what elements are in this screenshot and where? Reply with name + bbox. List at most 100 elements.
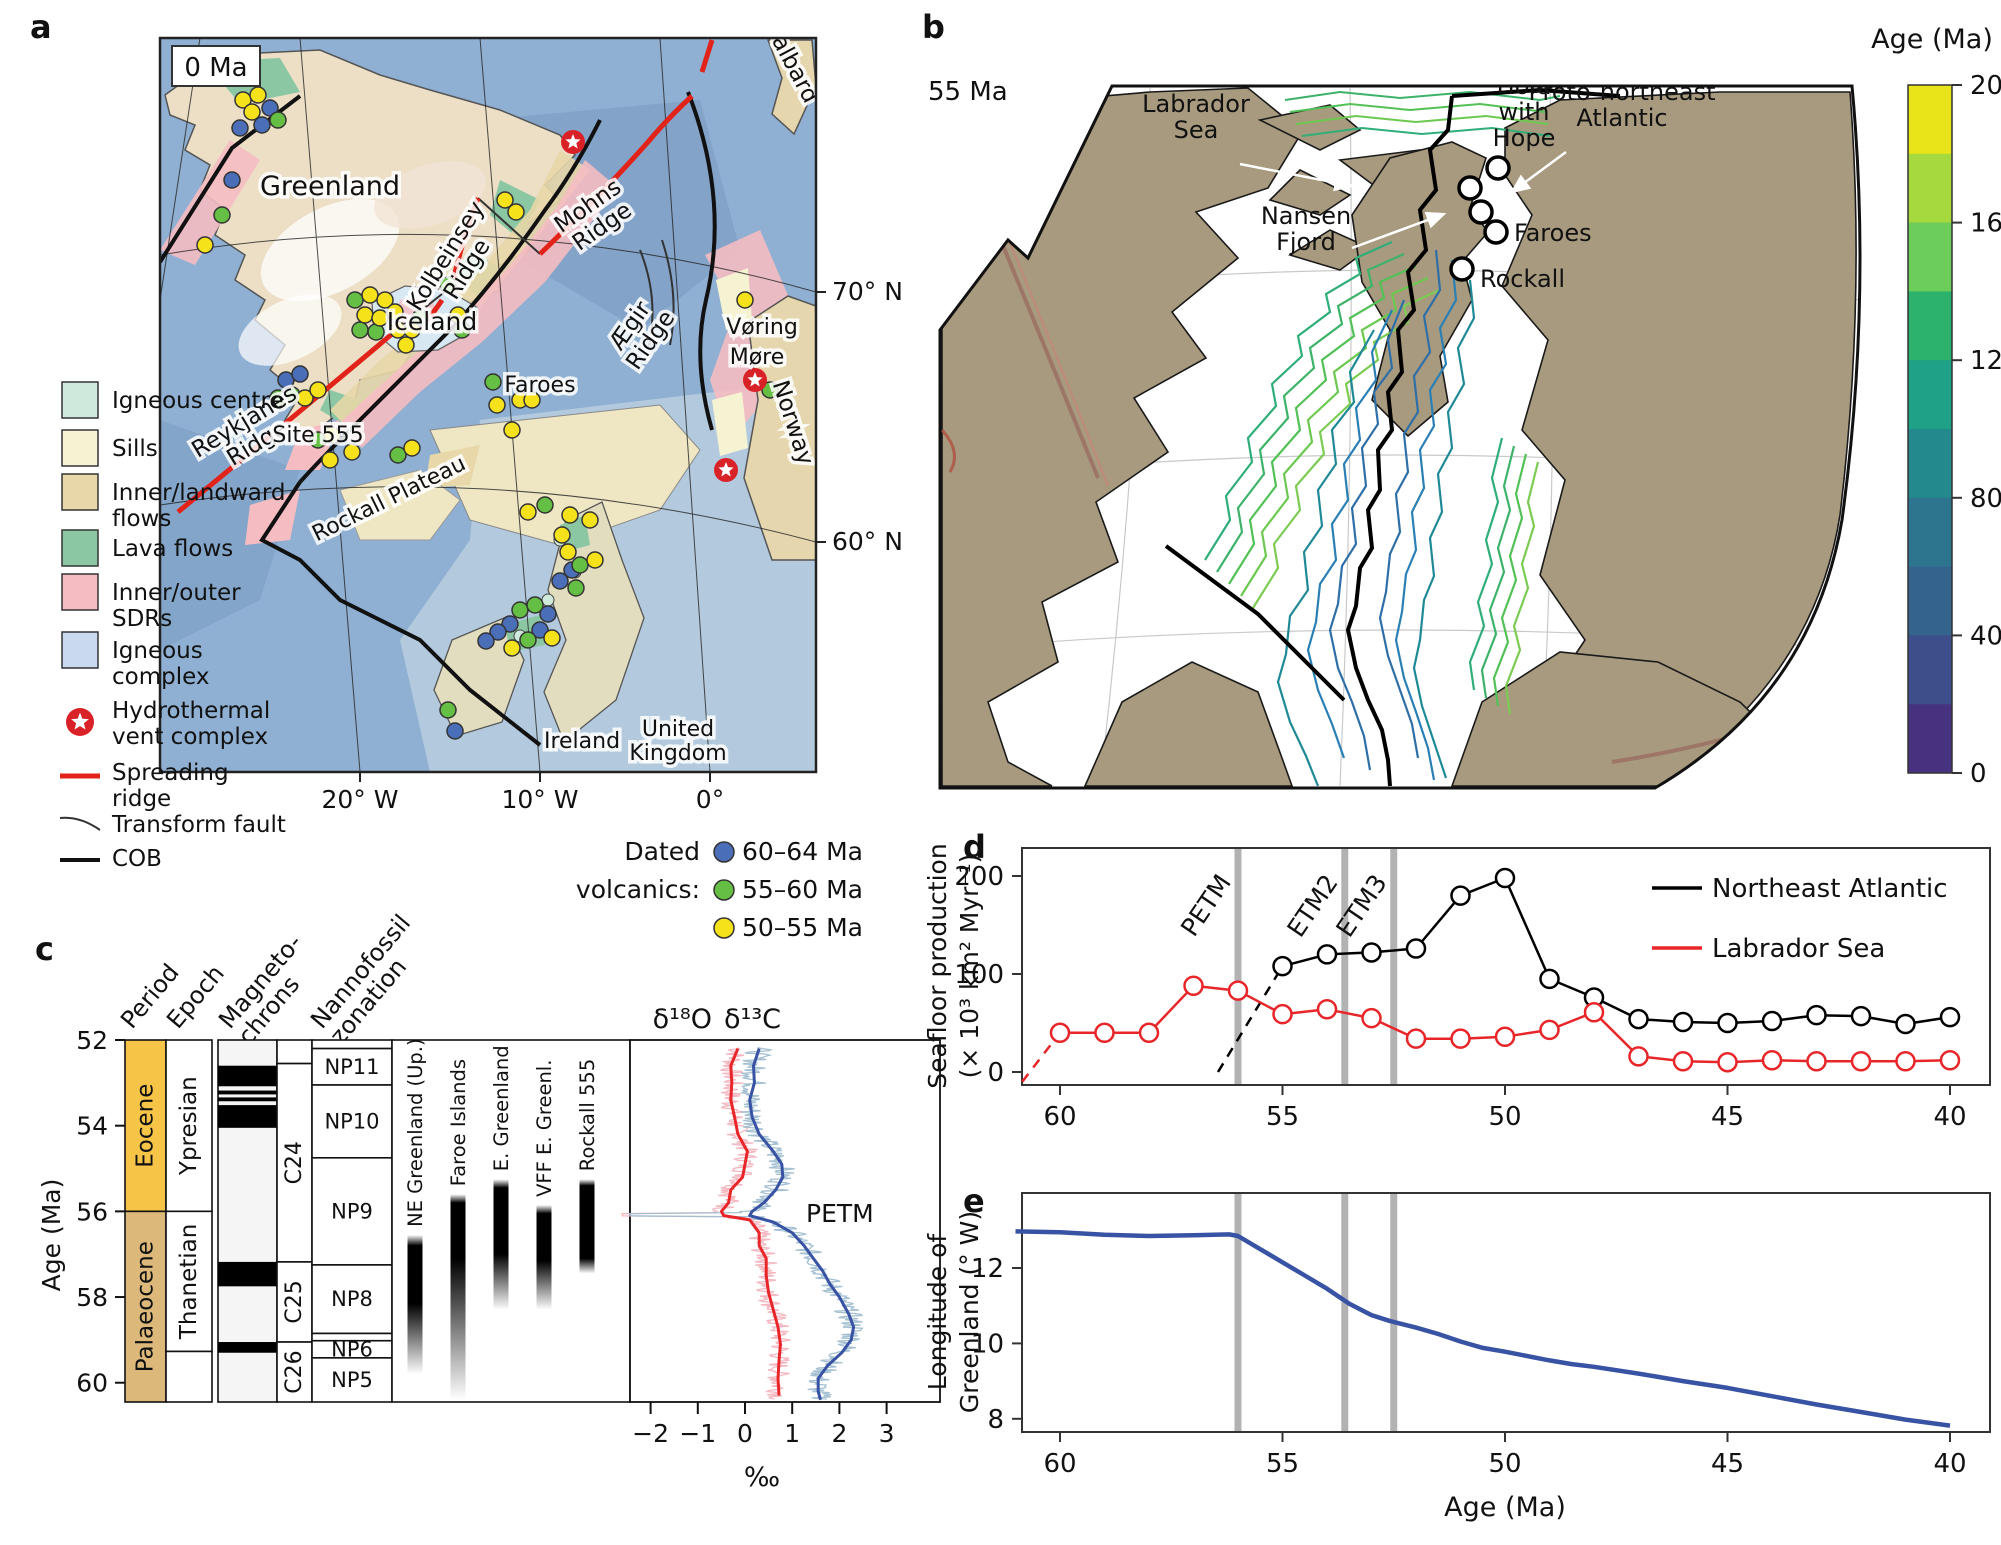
- inner-landward-flows-band: [330, 150, 590, 430]
- map-b-label-faroes: Faroes: [1514, 219, 1592, 247]
- svalbard-landmass: [766, 39, 816, 136]
- dated-volcanic-dot: [551, 572, 569, 590]
- dated-volcanic-dot: [567, 579, 585, 597]
- dated-volcanic-dot: [403, 439, 421, 457]
- y-tick-label: 8: [987, 1405, 1004, 1435]
- series-marker: [1405, 938, 1427, 959]
- map-b-label-rockall: Rockall: [1480, 265, 1565, 293]
- volcanic-range-bar: [536, 1204, 552, 1310]
- dated-volcanic-dot: [231, 119, 249, 137]
- volcanics-legend-label: 60–64 Ma: [742, 837, 863, 866]
- event-bar-etm3: [1390, 848, 1398, 1085]
- colorbar-cell: [1908, 497, 1952, 568]
- event-bar-unlabeled: [1390, 1193, 1398, 1432]
- petm-annotation: PETM: [806, 1199, 874, 1228]
- map-b-label-line: Faroes: [1514, 219, 1592, 247]
- dated-volcanic-dot: [439, 276, 457, 294]
- map-label-line: Site 555: [272, 423, 363, 448]
- permil-axis-label: ‰: [744, 1462, 780, 1493]
- age-colorbar: Age (Ma) 0 40 80 120 160 200: [1871, 24, 2001, 789]
- legend-label: Inner/landward: [112, 480, 286, 506]
- volcanics-legend-dot: [713, 841, 735, 863]
- dated-volcanic-dot: [523, 391, 541, 409]
- event-bar-etm2: [1341, 848, 1349, 1085]
- series-line-northeast-atlantic: [1282, 876, 1951, 1026]
- hydrothermal-vent-stars: [561, 130, 767, 482]
- map-b-label-line: Atlantic: [1576, 104, 1667, 132]
- x-tick-label: 55: [1266, 1102, 1299, 1132]
- map-b-label-nansen: Nansen Fjord: [1261, 202, 1351, 256]
- map-a-canvas: GreenlandIcelandReykjanesRidgeKolbeinsey…: [160, 38, 816, 772]
- isochrons-blue: [1276, 249, 1476, 787]
- map-label-greenland: Greenland: [260, 171, 400, 202]
- volcanic-range-bar: [579, 1179, 595, 1274]
- age-tick-label: 52: [76, 1026, 108, 1055]
- polarity-band: [218, 1105, 277, 1128]
- series-marker: [1939, 1006, 1961, 1028]
- strat-name: C24: [282, 1141, 307, 1184]
- dated-volcanic-dot: [261, 99, 279, 117]
- legend-transform-fault-icon: [59, 816, 101, 831]
- map-label-faroes: Faroes: [504, 373, 575, 398]
- colorbar-tick-label: 120: [1970, 346, 2001, 376]
- highland: [374, 161, 486, 229]
- panel-a-map-northeast-atlantic: a: [30, 8, 903, 942]
- strat-name: Eocene: [133, 1084, 159, 1168]
- x-tick-label: 60: [1043, 1449, 1076, 1479]
- d-ylabel-line1: Seafloor production: [923, 843, 952, 1088]
- dated-volcanic-dot: [484, 373, 502, 391]
- lat-label: 70° N: [832, 277, 903, 306]
- nanno: [311, 1039, 393, 1050]
- permil-tick-label: 0: [737, 1419, 753, 1448]
- series-marker: [1583, 1001, 1605, 1023]
- series-marker: [1138, 1022, 1160, 1044]
- isotope-smooth-d18o: [719, 1048, 782, 1396]
- dated-volcanic-dot: [531, 621, 549, 639]
- north-america: [941, 87, 1304, 787]
- dated-volcanic-dot: [296, 389, 314, 407]
- d-ylabel-line2: (× 10³ km² Myr⁻¹): [955, 854, 984, 1079]
- legend-swatch: [61, 429, 99, 467]
- dated-volcanic-dot: [351, 321, 369, 339]
- map-label-line: Kingdom: [629, 741, 726, 766]
- volcanic-range-bar: [493, 1179, 509, 1310]
- colorbar-cell: [1908, 291, 1952, 361]
- series-marker: [1628, 1046, 1649, 1067]
- isotope-plot: δ¹⁸O δ¹³C PETM ‰ −2 −1 0 1 2 3: [620, 1004, 941, 1493]
- colorbar-tick-label: 160: [1970, 209, 2001, 239]
- star-glyph: [71, 712, 89, 730]
- delta13C-title: δ¹³C: [724, 1004, 781, 1035]
- dated-volcanic-dot: [561, 506, 579, 524]
- dated-volcanic-dot: [526, 596, 544, 614]
- volcanic-range-bar: [450, 1194, 466, 1400]
- sills-patch-more: [712, 392, 748, 456]
- map-label-line: Vøring: [726, 315, 798, 340]
- panel-e-label: e: [963, 1182, 985, 1220]
- legend-label: ridge: [112, 786, 171, 812]
- series-marker: [1539, 1019, 1560, 1041]
- flows-rockall: [425, 445, 480, 488]
- dated-volcanic-dot: [243, 103, 261, 121]
- map-label-line: Ireland: [544, 729, 620, 754]
- panel-d-seafloor-production-chart: d Seafloor production (× 10³ km² Myr⁻¹) …: [923, 828, 1991, 1132]
- dated-volcanic-dot: [581, 511, 599, 529]
- colorbar-cell: [1908, 429, 1952, 499]
- legend-swatch: [61, 573, 99, 611]
- legend-label: Igneous centre: [112, 388, 284, 414]
- d-legend: Northeast Atlantic Labrador Sea: [1652, 874, 1948, 964]
- series-marker: [1850, 1050, 1872, 1072]
- dated-volcanic-dot: [223, 171, 241, 189]
- dated-volcanic-dot: [356, 306, 374, 324]
- dated-volcanic-dot: [446, 722, 464, 740]
- arctic-flowlines: [1284, 90, 1561, 137]
- polarity-band: [218, 1065, 277, 1087]
- series-marker: [1895, 1013, 1916, 1035]
- event-bar-unlabeled: [1234, 1193, 1242, 1432]
- x-tick-label: 60: [1043, 1102, 1076, 1132]
- panel-b-label: b: [922, 8, 945, 46]
- colorbar-tick-label: 80: [1970, 484, 2001, 514]
- south-america: [1083, 661, 1294, 787]
- strat-name: NP5: [331, 1368, 373, 1392]
